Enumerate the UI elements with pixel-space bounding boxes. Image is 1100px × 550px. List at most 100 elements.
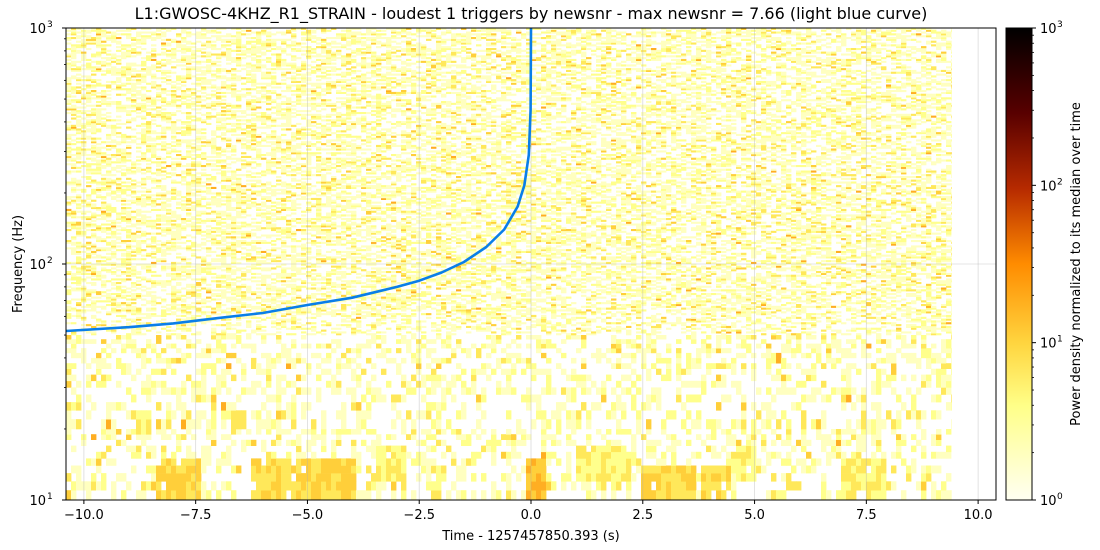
heat-cell: [276, 387, 282, 395]
heat-cell: [86, 294, 92, 297]
heat-cell: [111, 240, 117, 243]
heat-cell: [146, 190, 152, 193]
heat-cell: [116, 55, 122, 58]
heat-cell: [151, 261, 157, 264]
heat-cell: [116, 166, 122, 169]
heat-cell: [236, 394, 242, 403]
heat-cell: [306, 119, 312, 122]
heat-cell: [231, 104, 237, 107]
heat-cell: [146, 225, 152, 228]
heat-cell: [171, 267, 177, 270]
heat-cell: [161, 148, 167, 151]
heat-cell: [221, 110, 227, 113]
heat-cell: [121, 208, 127, 211]
heat-cell: [241, 203, 247, 206]
heat-cell: [271, 458, 277, 466]
heat-cell: [281, 274, 287, 277]
heat-cell: [151, 152, 157, 155]
heat-cell: [231, 327, 237, 330]
heat-cell: [251, 135, 257, 138]
heat-cell: [261, 82, 267, 85]
heat-cell: [91, 205, 97, 208]
heat-cell: [166, 247, 172, 250]
heat-cell: [151, 102, 157, 105]
heat-cell: [281, 294, 287, 297]
heat-cell: [171, 126, 177, 129]
heat-cell: [126, 46, 132, 49]
heat-cell: [276, 357, 282, 364]
heat-cell: [271, 282, 277, 285]
heat-cell: [186, 263, 192, 266]
heat-cell: [91, 305, 97, 308]
heat-cell: [266, 31, 272, 34]
heat-cell: [181, 278, 187, 281]
heat-cell: [66, 181, 72, 184]
heat-cell: [226, 179, 232, 182]
heat-cell: [196, 339, 202, 344]
heat-cell: [256, 221, 262, 224]
heat-cell: [246, 66, 252, 69]
heat-cell: [236, 48, 242, 51]
heat-cell: [71, 274, 77, 277]
heat-cell: [76, 197, 82, 200]
heat-cell: [286, 124, 292, 127]
heat-cell: [276, 64, 282, 67]
heat-cell: [101, 357, 107, 364]
heat-cell: [276, 410, 282, 420]
heat-cell: [126, 64, 132, 67]
heat-cell: [256, 90, 262, 93]
heat-cell: [116, 190, 122, 193]
heat-cell: [306, 298, 312, 301]
heat-cell: [271, 227, 277, 230]
heat-cell: [191, 451, 197, 459]
heat-cell: [81, 309, 87, 312]
heat-cell: [101, 154, 107, 157]
heat-cell: [71, 445, 77, 453]
heat-cell: [121, 190, 127, 193]
heat-cell: [241, 410, 247, 420]
heat-cell: [216, 91, 222, 94]
heat-cell: [156, 314, 162, 317]
heat-cell: [201, 29, 207, 32]
heat-cell: [66, 88, 72, 91]
heat-cell: [191, 225, 197, 228]
heat-cell: [126, 207, 132, 210]
heat-cell: [121, 261, 127, 264]
heat-cell: [176, 314, 182, 317]
heat-cell: [171, 410, 177, 420]
heat-cell: [201, 42, 207, 45]
heat-cell: [131, 141, 137, 144]
heat-cell: [246, 278, 252, 281]
heat-cell: [231, 258, 237, 261]
heat-cell: [246, 130, 252, 133]
heat-cell: [191, 33, 197, 36]
heat-cell: [256, 368, 262, 375]
heat-cell: [306, 247, 312, 250]
heat-cell: [261, 250, 267, 253]
heat-cell: [126, 37, 132, 40]
heat-cell: [246, 199, 252, 202]
heat-cell: [291, 234, 297, 237]
heat-cell: [76, 196, 82, 199]
heat-cell: [226, 227, 232, 230]
heat-cell: [171, 276, 177, 279]
heat-cell: [96, 146, 102, 149]
heat-cell: [216, 113, 222, 116]
heat-cell: [101, 152, 107, 155]
heat-cell: [171, 368, 177, 375]
heat-cell: [291, 225, 297, 228]
heat-cell: [176, 203, 182, 206]
heat-cell: [236, 339, 242, 344]
heat-cell: [231, 161, 237, 164]
heat-cell: [251, 124, 257, 127]
heat-cell: [186, 93, 192, 96]
heat-cell: [241, 236, 247, 239]
heat-cell: [226, 38, 232, 41]
heat-cell: [186, 311, 192, 314]
heat-cell: [276, 324, 282, 327]
heat-cell: [251, 157, 257, 160]
heat-cell: [76, 313, 82, 316]
heat-cell: [171, 161, 177, 164]
heat-cell: [301, 331, 307, 334]
heat-cell: [231, 282, 237, 285]
